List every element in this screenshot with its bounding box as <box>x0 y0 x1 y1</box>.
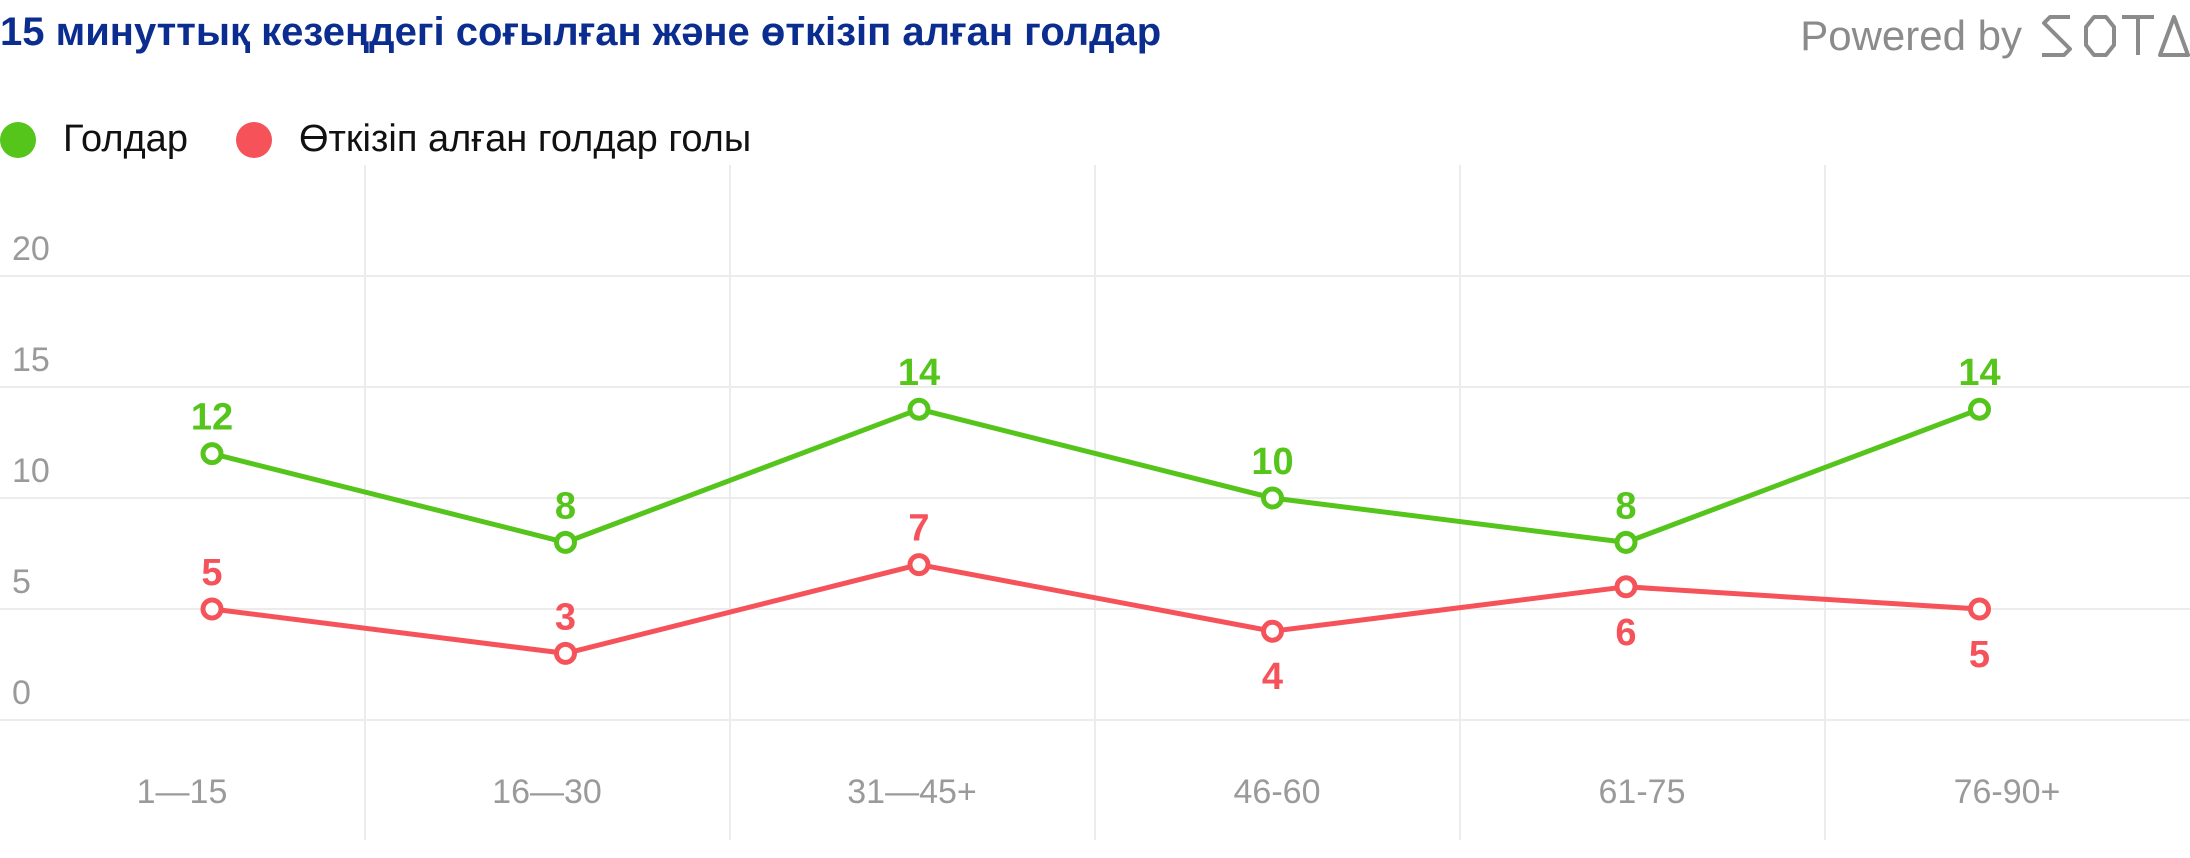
y-tick-label: 20 <box>12 230 50 268</box>
legend-label-goals: Голдар <box>63 118 188 160</box>
data-label: 6 <box>1615 612 1636 654</box>
y-axis: 0 5 10 15 20 <box>12 230 50 712</box>
data-label: 5 <box>1969 634 1990 676</box>
x-tick-label: 76-90+ <box>1954 773 2061 811</box>
data-label: 5 <box>201 552 222 594</box>
legend-item-goals[interactable]: Голдар <box>0 118 188 161</box>
data-label: 12 <box>191 397 233 439</box>
y-tick-label: 10 <box>12 452 50 490</box>
data-point[interactable] <box>1614 530 1638 554</box>
data-point[interactable] <box>1968 597 1991 621</box>
x-tick-label: 1—15 <box>137 773 228 811</box>
chart-grid <box>0 165 2190 840</box>
data-label: 14 <box>898 352 940 394</box>
x-tick-label: 61-75 <box>1599 773 1686 811</box>
data-point[interactable] <box>1614 575 1638 599</box>
data-point[interactable] <box>1968 397 1991 421</box>
data-label: 3 <box>555 596 576 638</box>
legend-label-conceded: Өткізіп алған голдар голы <box>298 118 752 160</box>
data-point[interactable] <box>907 397 931 421</box>
data-point[interactable] <box>554 641 577 665</box>
chart-title: 15 минуттық кезеңдегі соғылған және өткі… <box>0 10 1162 54</box>
y-tick-label: 5 <box>12 563 31 601</box>
chart-series <box>200 397 1991 665</box>
x-tick-label: 16—30 <box>492 773 602 811</box>
data-point[interactable] <box>200 597 224 621</box>
sota-logo-icon <box>2042 15 2190 57</box>
powered-by-brand[interactable]: Powered by <box>1800 6 2190 66</box>
data-label: 8 <box>555 485 576 527</box>
x-tick-label: 31—45+ <box>847 773 977 811</box>
series-line <box>211 562 1980 656</box>
y-tick-label: 0 <box>12 674 31 712</box>
x-tick-label: 46-60 <box>1234 773 1321 811</box>
y-tick-label: 15 <box>12 341 50 379</box>
series-line <box>211 406 1981 545</box>
chart-legend: Голдар Өткізіп алған голдар голы <box>0 118 799 161</box>
brand-prefix: Powered by <box>1800 12 2022 59</box>
x-axis: 1—15 16—30 31—45+ 46-60 61-75 76-90+ <box>137 773 2061 811</box>
data-point[interactable] <box>907 553 931 577</box>
data-label: 8 <box>1615 485 1636 527</box>
data-label: 14 <box>1958 352 2000 394</box>
data-point[interactable] <box>1261 619 1284 643</box>
data-point[interactable] <box>1261 486 1284 510</box>
data-labels: 12 8 14 10 8 14 5 3 7 4 6 5 <box>191 352 2001 698</box>
legend-dot-conceded-icon <box>235 121 272 158</box>
data-label: 10 <box>1251 441 1293 483</box>
legend-dot-goals-icon <box>0 121 36 158</box>
data-point[interactable] <box>200 442 224 466</box>
data-label: 4 <box>1262 656 1283 698</box>
legend-item-conceded[interactable]: Өткізіп алған голдар голы <box>235 118 752 161</box>
data-label: 7 <box>908 508 929 550</box>
data-point[interactable] <box>554 530 577 554</box>
